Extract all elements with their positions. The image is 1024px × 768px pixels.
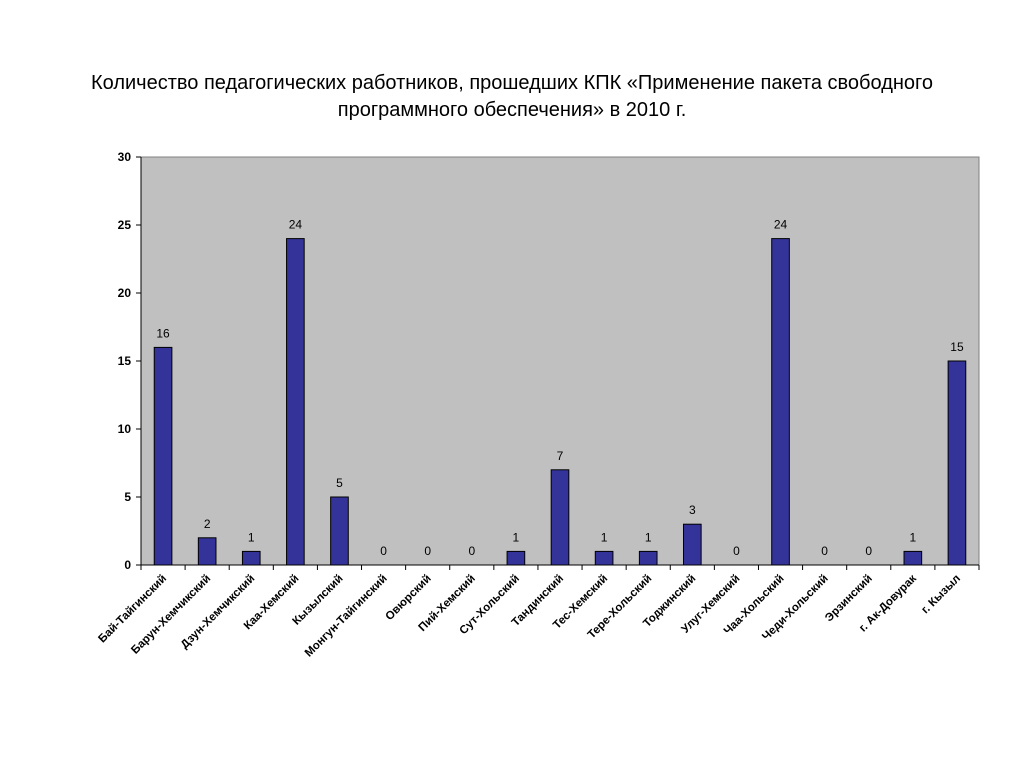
category-label: Монгун-Тайгинский (303, 573, 390, 660)
bars (153, 238, 967, 566)
bar (330, 496, 349, 566)
data-label: 15 (950, 340, 964, 354)
chart-title: Количество педагогических работников, пр… (90, 72, 934, 121)
data-labels: 16 2 1 24 5 0 0 0 1 7 1 1 3 0 24 0 0 1 15 (156, 218, 964, 558)
category-label: Дзун-Хемчикский (179, 573, 258, 652)
data-label: 0 (380, 544, 387, 558)
y-tick-label: 15 (118, 354, 132, 368)
bar (771, 238, 790, 566)
data-label: 2 (204, 517, 211, 531)
data-label: 0 (733, 544, 740, 558)
bar (594, 550, 614, 566)
y-tick-label: 10 (118, 422, 132, 436)
y-tick-label: 5 (124, 490, 131, 504)
data-label: 0 (821, 544, 828, 558)
data-label: 1 (645, 530, 652, 544)
data-label: 3 (689, 503, 696, 517)
bar (153, 346, 173, 566)
data-label: 16 (156, 326, 170, 340)
y-tick-label: 0 (124, 558, 131, 572)
data-label: 1 (601, 530, 608, 544)
bar (506, 550, 526, 566)
bar (903, 550, 923, 566)
data-label: 0 (468, 544, 475, 558)
bar (682, 523, 702, 566)
data-label: 1 (513, 530, 520, 544)
bar (197, 537, 217, 566)
y-tick-label: 20 (118, 286, 132, 300)
category-label: Барун-Хемчикский (129, 573, 213, 657)
y-tick-label: 25 (118, 218, 132, 232)
data-label: 1 (909, 530, 916, 544)
data-label: 0 (424, 544, 431, 558)
y-tick-label: 30 (118, 150, 132, 164)
data-label: 7 (557, 449, 564, 463)
data-label: 24 (289, 218, 303, 232)
bar (638, 550, 658, 566)
category-labels: Бай-ТайгинскийБарун-ХемчикскийДзун-Хемчи… (96, 572, 963, 659)
data-label: 1 (248, 530, 255, 544)
data-label: 24 (774, 218, 788, 232)
data-label: 5 (336, 476, 343, 490)
bar (286, 238, 305, 566)
bar (947, 360, 967, 566)
bar (241, 550, 261, 566)
category-label: г. Кызыл (919, 573, 963, 617)
bar (550, 469, 570, 566)
data-label: 0 (865, 544, 872, 558)
